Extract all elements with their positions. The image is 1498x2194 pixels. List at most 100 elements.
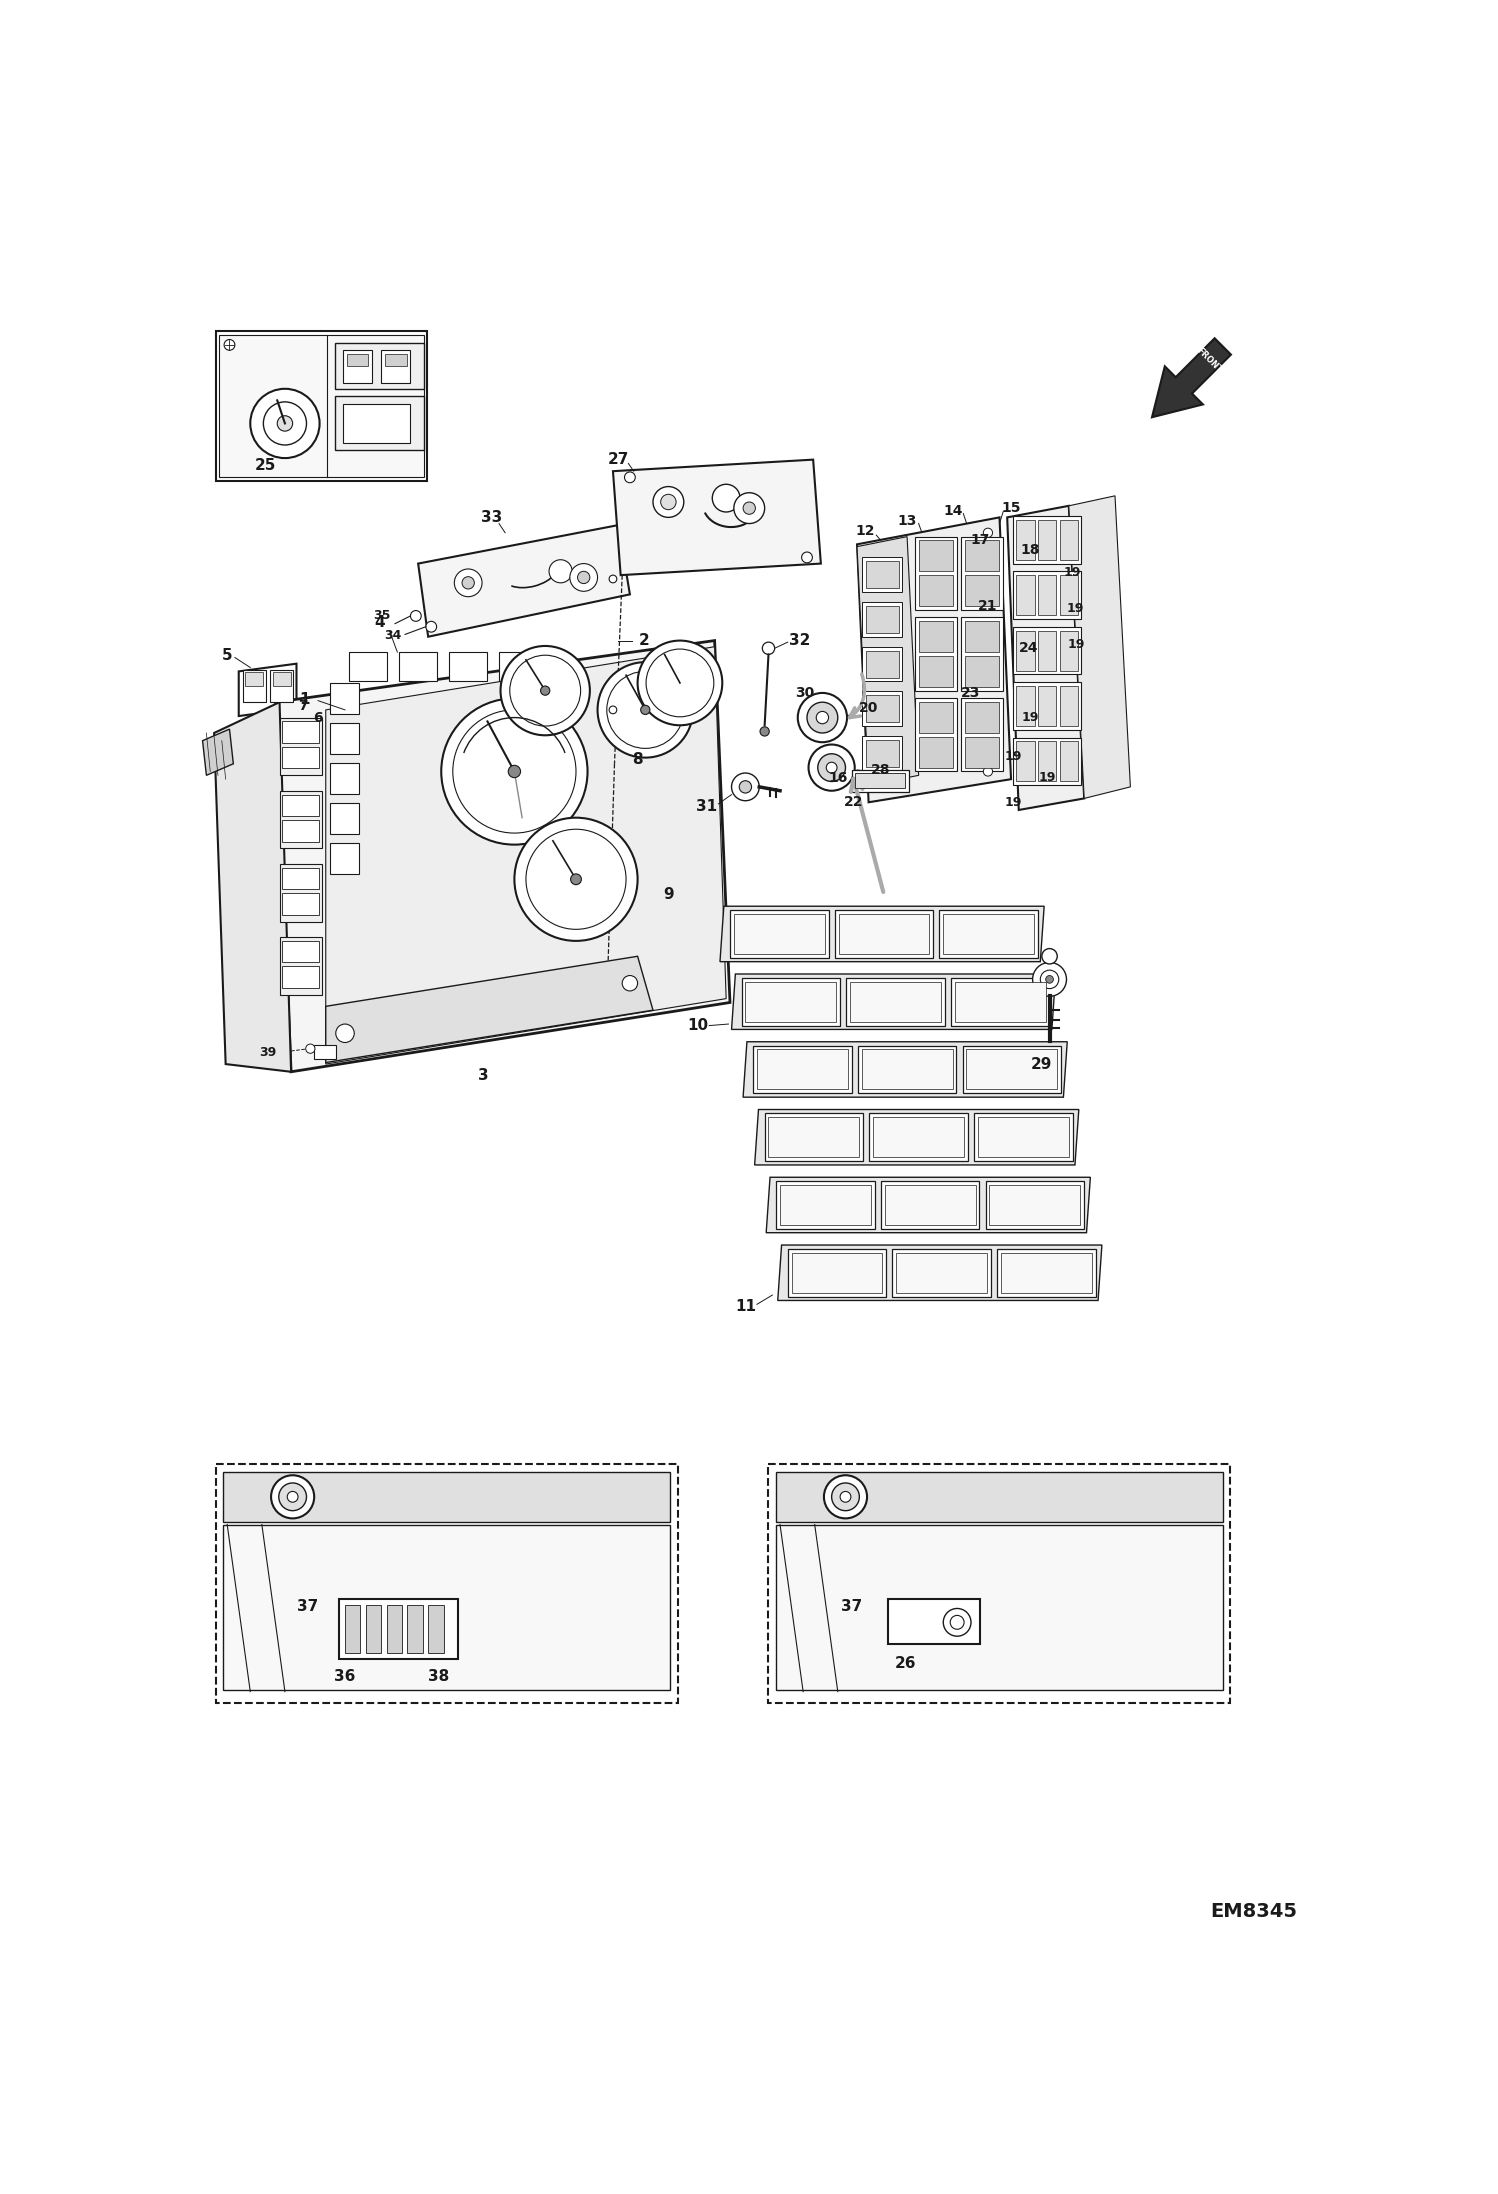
Circle shape [734, 494, 764, 524]
Text: 19: 19 [1038, 770, 1056, 783]
Bar [280, 937, 322, 994]
Bar [863, 601, 902, 636]
Bar [1001, 1253, 1092, 1292]
Circle shape [425, 621, 436, 632]
Circle shape [277, 415, 292, 432]
Bar [282, 746, 319, 768]
Bar [918, 702, 953, 733]
Circle shape [801, 553, 812, 564]
Bar [1059, 520, 1079, 559]
Circle shape [288, 1492, 298, 1503]
Bar [330, 764, 360, 794]
Polygon shape [220, 336, 424, 478]
Bar [866, 695, 899, 722]
Bar [449, 652, 487, 682]
Bar [756, 1049, 848, 1090]
Bar [839, 915, 929, 954]
Circle shape [250, 388, 319, 459]
Text: 37: 37 [840, 1599, 863, 1615]
Bar [282, 941, 319, 963]
Text: 30: 30 [795, 687, 815, 700]
Text: 18: 18 [1020, 542, 1040, 557]
Bar [343, 404, 410, 443]
Circle shape [454, 568, 482, 597]
Bar [1038, 520, 1056, 559]
Bar [965, 621, 999, 652]
Bar [965, 737, 999, 768]
Bar [349, 652, 388, 682]
Polygon shape [755, 1110, 1079, 1165]
Bar [280, 790, 322, 849]
Bar [965, 575, 999, 606]
Polygon shape [202, 728, 234, 774]
Circle shape [638, 641, 722, 726]
Circle shape [1032, 963, 1067, 996]
Text: 37: 37 [298, 1599, 319, 1615]
Bar [282, 893, 319, 915]
Text: 19: 19 [1064, 566, 1082, 579]
Text: 22: 22 [843, 794, 863, 810]
Polygon shape [765, 1178, 1091, 1233]
Text: 20: 20 [858, 702, 878, 715]
Bar [866, 739, 899, 768]
Bar [863, 557, 902, 592]
Text: 38: 38 [428, 1670, 449, 1683]
Bar [915, 538, 957, 610]
Polygon shape [1007, 507, 1085, 810]
Bar [881, 1180, 980, 1229]
Text: 32: 32 [788, 634, 810, 647]
Bar [998, 1248, 1095, 1297]
Bar [776, 1472, 1222, 1523]
Text: 28: 28 [870, 764, 890, 777]
Bar [834, 911, 933, 959]
Bar [1017, 630, 1035, 671]
Circle shape [508, 766, 521, 777]
Bar [1038, 630, 1056, 671]
Bar [346, 353, 369, 366]
Bar [1017, 742, 1035, 781]
Circle shape [818, 755, 845, 781]
Text: 33: 33 [481, 509, 502, 524]
Circle shape [831, 1483, 860, 1512]
Text: 27: 27 [608, 452, 629, 467]
Bar [1038, 687, 1056, 726]
Bar [962, 698, 1004, 772]
Bar [846, 979, 945, 1025]
Circle shape [646, 649, 715, 717]
Bar [768, 1463, 1230, 1703]
Bar [380, 351, 410, 382]
Bar [893, 1248, 992, 1297]
Bar [385, 353, 406, 366]
Circle shape [983, 768, 993, 777]
Polygon shape [336, 397, 424, 450]
Bar [1017, 575, 1035, 614]
Text: 24: 24 [1019, 641, 1038, 656]
Bar [243, 669, 265, 702]
Bar [858, 1047, 956, 1093]
Circle shape [279, 1483, 307, 1512]
Circle shape [550, 559, 572, 584]
Polygon shape [857, 538, 918, 785]
Circle shape [739, 781, 752, 792]
Polygon shape [418, 524, 629, 636]
Bar [1059, 630, 1079, 671]
Bar [339, 1599, 458, 1659]
Circle shape [461, 577, 475, 588]
Polygon shape [1152, 338, 1231, 417]
Bar [965, 702, 999, 733]
Circle shape [950, 1615, 965, 1630]
Bar [1013, 516, 1082, 564]
Circle shape [610, 575, 617, 584]
Text: 2: 2 [638, 634, 649, 647]
Text: 35: 35 [373, 610, 391, 623]
Bar [974, 1112, 1073, 1161]
Bar [244, 671, 264, 687]
Circle shape [509, 656, 581, 726]
Circle shape [762, 643, 774, 654]
Bar [855, 772, 905, 788]
Polygon shape [325, 647, 727, 1064]
Bar [1017, 687, 1035, 726]
Bar [280, 717, 322, 774]
Bar [861, 1049, 953, 1090]
Bar [866, 652, 899, 678]
